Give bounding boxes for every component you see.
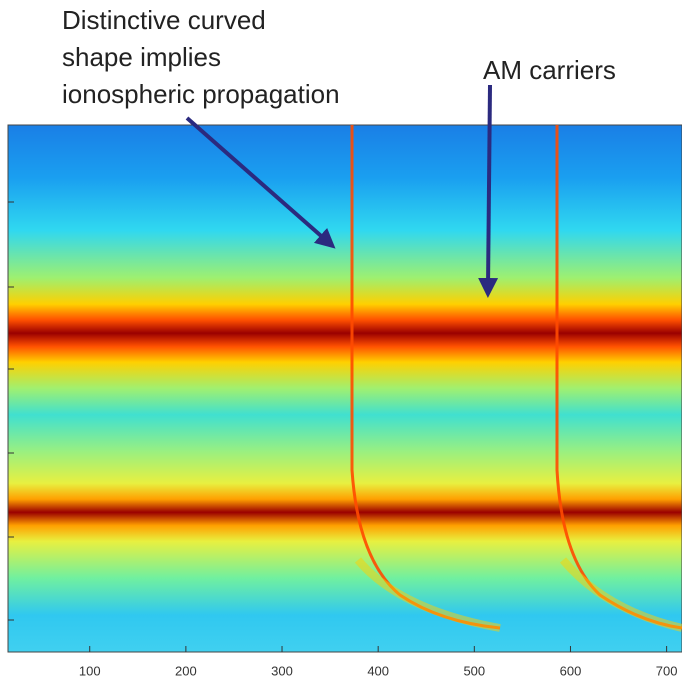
x-tick-label: 100 [79,663,101,678]
arrow [185,116,336,249]
annotation: shape implies [62,42,221,72]
x-tick-label: 700 [656,663,678,678]
arrow [478,84,499,298]
x-tick-label: 500 [463,663,485,678]
x-tick-label: 600 [560,663,582,678]
x-tick-label: 200 [175,663,197,678]
annotation: ionospheric propagation [62,79,340,109]
spectrogram [7,124,682,653]
x-tick-label: 400 [367,663,389,678]
x-tick-label: 300 [271,663,293,678]
annotation: Distinctive curved [62,5,266,35]
annotation: AM carriers [483,55,616,85]
